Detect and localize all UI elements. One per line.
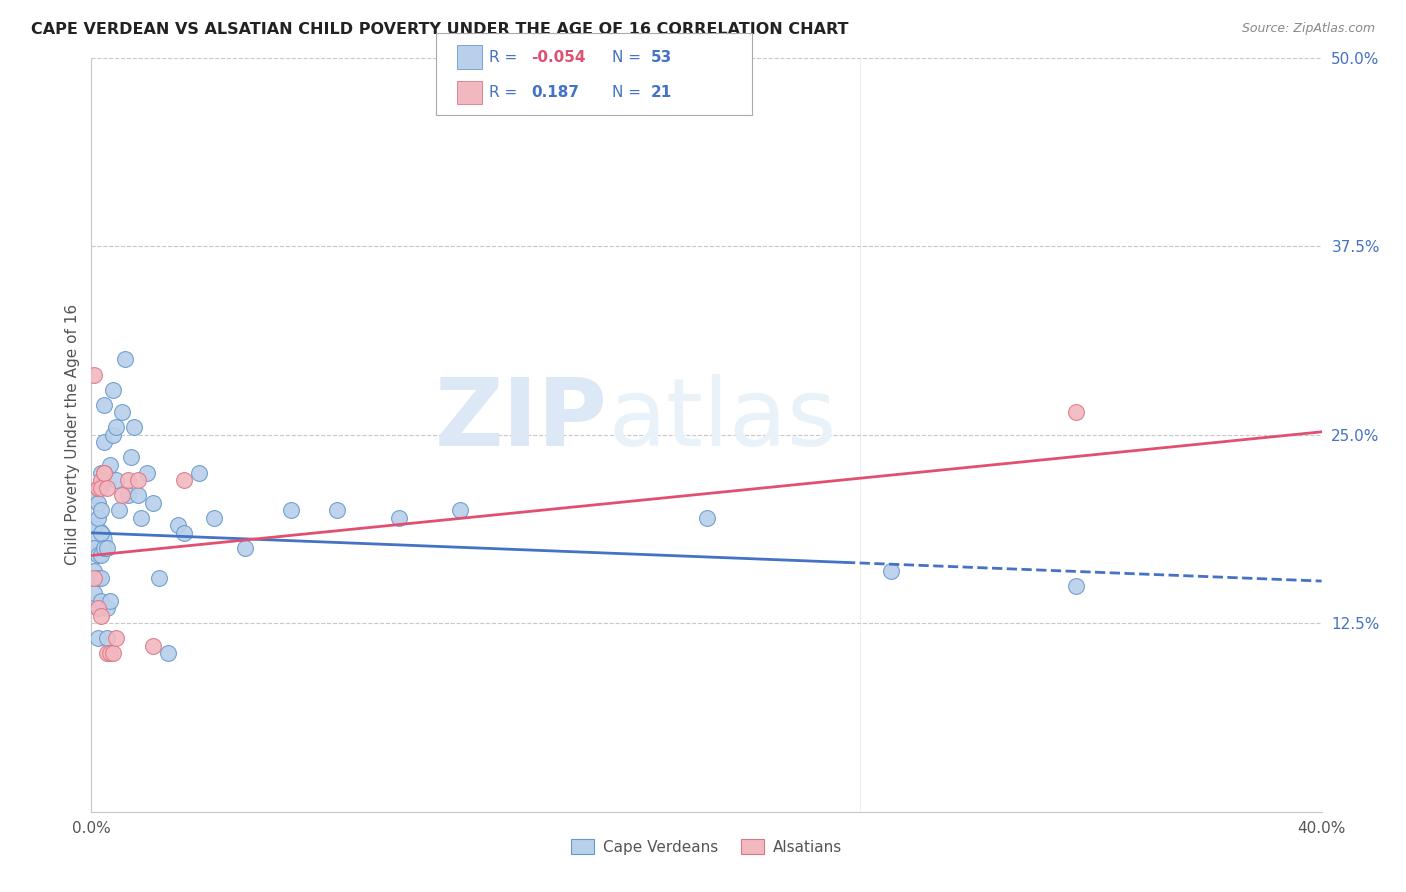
Point bbox=[124, 420, 146, 434]
Point bbox=[105, 632, 127, 646]
Point bbox=[83, 564, 105, 578]
Point bbox=[90, 481, 112, 495]
Point bbox=[98, 593, 121, 607]
Point bbox=[280, 503, 302, 517]
Point bbox=[142, 639, 165, 653]
Text: 0.187: 0.187 bbox=[531, 86, 579, 100]
Point bbox=[388, 510, 411, 524]
Point bbox=[117, 473, 139, 487]
Text: ZIP: ZIP bbox=[436, 374, 607, 466]
Point bbox=[105, 473, 127, 487]
Point bbox=[880, 564, 903, 578]
Point bbox=[173, 525, 195, 540]
Point bbox=[129, 510, 152, 524]
Point bbox=[83, 541, 105, 555]
Text: R =: R = bbox=[489, 86, 523, 100]
Point bbox=[90, 549, 112, 563]
Text: CAPE VERDEAN VS ALSATIAN CHILD POVERTY UNDER THE AGE OF 16 CORRELATION CHART: CAPE VERDEAN VS ALSATIAN CHILD POVERTY U… bbox=[31, 22, 848, 37]
Text: 53: 53 bbox=[651, 50, 672, 64]
Point bbox=[86, 481, 108, 495]
Point bbox=[101, 647, 124, 661]
Point bbox=[96, 632, 118, 646]
Y-axis label: Child Poverty Under the Age of 16: Child Poverty Under the Age of 16 bbox=[65, 304, 80, 566]
Point bbox=[101, 428, 124, 442]
Point bbox=[82, 533, 104, 548]
Point bbox=[142, 496, 165, 510]
Point bbox=[98, 458, 121, 472]
Point bbox=[90, 571, 112, 585]
Point bbox=[93, 398, 115, 412]
Point bbox=[173, 473, 195, 487]
Text: R =: R = bbox=[489, 50, 523, 64]
Point bbox=[86, 496, 108, 510]
Point bbox=[449, 503, 471, 517]
Text: 21: 21 bbox=[651, 86, 672, 100]
Point bbox=[93, 541, 115, 555]
Point bbox=[188, 466, 211, 480]
Point bbox=[96, 647, 118, 661]
Point bbox=[90, 593, 112, 607]
Point bbox=[120, 450, 142, 465]
Point bbox=[96, 481, 118, 495]
Point bbox=[166, 518, 188, 533]
Point bbox=[86, 601, 108, 615]
Point bbox=[696, 510, 718, 524]
Point bbox=[86, 571, 108, 585]
Text: N =: N = bbox=[612, 86, 645, 100]
Point bbox=[86, 601, 108, 615]
Point bbox=[157, 647, 180, 661]
Point bbox=[90, 473, 112, 487]
Text: N =: N = bbox=[612, 50, 645, 64]
Text: -0.054: -0.054 bbox=[531, 50, 586, 64]
Point bbox=[83, 586, 105, 600]
Point bbox=[83, 488, 105, 502]
Point bbox=[83, 518, 105, 533]
Point bbox=[148, 571, 170, 585]
Point bbox=[127, 473, 149, 487]
Point bbox=[1064, 579, 1087, 593]
Point bbox=[98, 647, 121, 661]
Point bbox=[90, 466, 112, 480]
Point bbox=[90, 608, 112, 623]
Point bbox=[111, 405, 134, 419]
Point bbox=[93, 435, 115, 450]
Point bbox=[101, 383, 124, 397]
Text: atlas: atlas bbox=[607, 374, 837, 466]
Point bbox=[117, 488, 139, 502]
Point bbox=[114, 352, 136, 367]
Point bbox=[96, 541, 118, 555]
Point bbox=[135, 466, 157, 480]
Point bbox=[90, 503, 112, 517]
Point bbox=[83, 571, 105, 585]
Point bbox=[86, 632, 108, 646]
Point bbox=[111, 488, 134, 502]
Point bbox=[105, 420, 127, 434]
Point bbox=[127, 488, 149, 502]
Point bbox=[1064, 405, 1087, 419]
Point bbox=[86, 510, 108, 524]
Point bbox=[96, 601, 118, 615]
Text: Source: ZipAtlas.com: Source: ZipAtlas.com bbox=[1241, 22, 1375, 36]
Point bbox=[86, 481, 108, 495]
Legend: Cape Verdeans, Alsatians: Cape Verdeans, Alsatians bbox=[565, 832, 848, 861]
Point bbox=[83, 368, 105, 382]
Point bbox=[108, 503, 131, 517]
Point bbox=[90, 525, 112, 540]
Point bbox=[86, 549, 108, 563]
Point bbox=[233, 541, 256, 555]
Point bbox=[326, 503, 349, 517]
Point bbox=[202, 510, 225, 524]
Point bbox=[93, 466, 115, 480]
Point bbox=[93, 466, 115, 480]
